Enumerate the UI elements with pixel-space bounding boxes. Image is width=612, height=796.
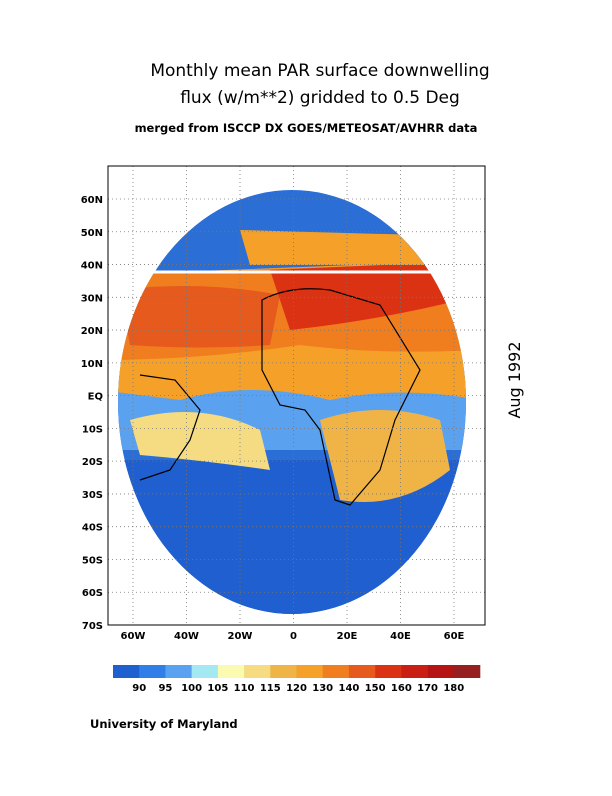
credit: University of Maryland	[90, 717, 238, 731]
lat-label: 40N	[81, 261, 103, 272]
colorbar-label: 100	[181, 683, 202, 694]
colorbar-box	[375, 665, 402, 678]
lat-label: 60N	[81, 195, 103, 206]
colorbar-label: 180	[443, 683, 464, 694]
colorbar-label: 170	[417, 683, 438, 694]
subtitle: merged from ISCCP DX GOES/METEOSAT/AVHRR…	[135, 121, 478, 135]
lat-label: EQ	[88, 392, 103, 403]
colorbar-label: 120	[286, 683, 307, 694]
colorbar-box	[322, 665, 350, 678]
map-frame	[107, 165, 486, 626]
par-field	[118, 190, 466, 614]
lon-label: 0	[290, 631, 297, 642]
colorbar-label: 130	[312, 683, 333, 694]
colorbar-box	[165, 665, 192, 678]
lon-label: 40W	[174, 631, 199, 642]
lon-label: 60W	[121, 631, 146, 642]
colorbar-box	[453, 665, 481, 678]
title-line: Monthly mean PAR surface downwelling	[150, 61, 489, 81]
lat-label: 20N	[81, 326, 103, 337]
colorbar-label: 95	[158, 683, 172, 694]
colorbar-label: 140	[338, 683, 359, 694]
colorbar-label: 150	[365, 683, 386, 694]
colorbar-box	[217, 665, 245, 678]
colorbar-box	[113, 665, 140, 678]
lat-label: 30S	[82, 490, 103, 501]
lon-label: 20E	[337, 631, 358, 642]
lat-label: 70S	[82, 621, 103, 632]
lon-label: 40E	[390, 631, 411, 642]
coastline	[139, 374, 201, 481]
colorbar-label: 90	[132, 683, 146, 694]
coastline	[261, 288, 421, 506]
date-label: Aug 1992	[505, 341, 524, 418]
lat-label: 30N	[81, 293, 103, 304]
lat-label: 50N	[81, 228, 103, 239]
lat-label: 40S	[82, 523, 103, 534]
title-line: flux (w/m**2) gridded to 0.5 Deg	[180, 88, 460, 108]
colorbar-box	[270, 665, 297, 678]
colorbar-label: 105	[207, 683, 228, 694]
colorbar-box	[139, 665, 166, 678]
lat-label: 10N	[81, 359, 103, 370]
lat-label: 20S	[82, 457, 103, 468]
colorbar-box	[191, 665, 219, 678]
colorbar-box	[427, 665, 455, 678]
colorbar-box	[244, 665, 271, 678]
colorbar-box	[401, 665, 428, 678]
lon-label: 20W	[228, 631, 253, 642]
colorbar-label: 110	[234, 683, 255, 694]
colorbar-box	[296, 665, 324, 678]
lat-label: 10S	[82, 424, 103, 435]
lat-label: 60S	[82, 588, 103, 599]
colorbar-label: 115	[260, 683, 281, 694]
lat-label: 50S	[82, 555, 103, 566]
lon-label: 60E	[444, 631, 465, 642]
colorbar-box	[348, 665, 376, 678]
colorbar-label: 160	[391, 683, 412, 694]
